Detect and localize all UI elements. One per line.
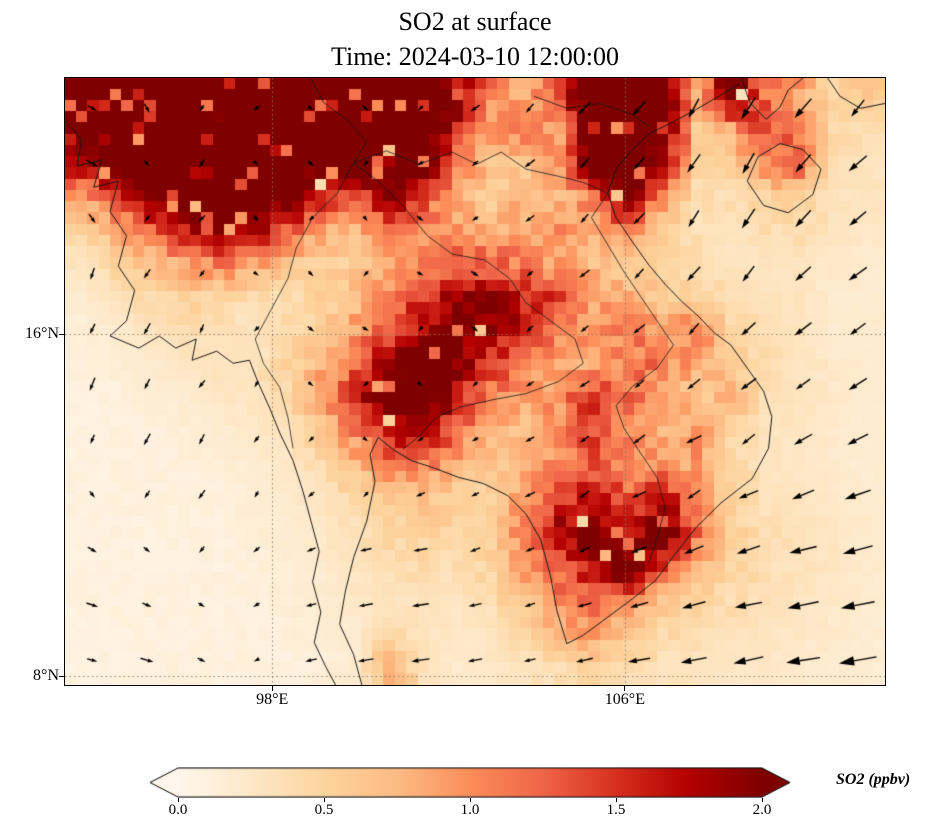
axis-tick-mark [323,798,325,802]
axis-tick-mark [761,798,763,802]
x-tick-label-106e: 106°E [604,691,645,708]
axis-tick-mark [59,333,64,336]
map-canvas [65,78,885,685]
axis-tick-mark [177,798,179,802]
colorbar-tick-3: 1.5 [606,802,626,818]
colorbar [149,767,791,798]
colorbar-tick-0: 0.0 [168,802,188,818]
colorbar-tick-1: 0.5 [314,802,334,818]
figure-title: SO2 at surface Time: 2024-03-10 12:00:00 [65,4,885,74]
map-plot [64,77,886,686]
y-tick-label-8n: 8°N [33,667,59,685]
colorbar-tick-4: 2.0 [752,802,772,818]
title-line-1: SO2 at surface [398,7,552,36]
colorbar-label: SO2 (ppbv) [836,771,911,788]
axis-tick-mark [59,675,64,678]
y-tick-label-16n: 16°N [25,325,59,343]
axis-tick-mark [615,798,617,802]
colorbar-tick-2: 1.0 [460,802,480,818]
title-line-2: Time: 2024-03-10 12:00:00 [331,42,619,71]
axis-tick-mark [469,798,471,802]
axis-tick-mark [271,686,273,691]
x-tick-label-98e: 98°E [256,691,289,708]
axis-tick-mark [624,686,626,691]
